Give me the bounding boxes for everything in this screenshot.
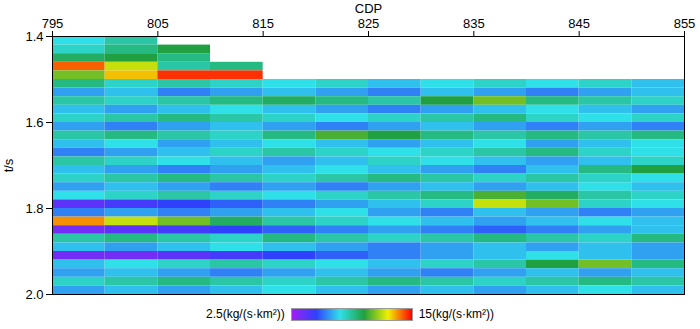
svg-text:1.4: 1.4 xyxy=(25,29,43,44)
svg-text:1.8: 1.8 xyxy=(25,201,43,216)
svg-text:825: 825 xyxy=(358,16,380,31)
svg-text:855: 855 xyxy=(674,16,696,31)
svg-text:815: 815 xyxy=(252,16,274,31)
svg-text:835: 835 xyxy=(463,16,485,31)
html-text:2.5(kg/(s·km²)): 2.5(kg/(s·km²)) xyxy=(206,307,285,321)
svg-text:2.0: 2.0 xyxy=(25,287,43,302)
html-text:15(kg/(s·km²)): 15(kg/(s·km²)) xyxy=(418,307,494,321)
svg-text:845: 845 xyxy=(568,16,590,31)
svg-text:805: 805 xyxy=(147,16,169,31)
svg-text:CDP: CDP xyxy=(355,1,382,16)
svg-text:795: 795 xyxy=(42,16,64,31)
svg-text:t/s: t/s xyxy=(1,158,16,172)
svg-text:1.6: 1.6 xyxy=(25,115,43,130)
